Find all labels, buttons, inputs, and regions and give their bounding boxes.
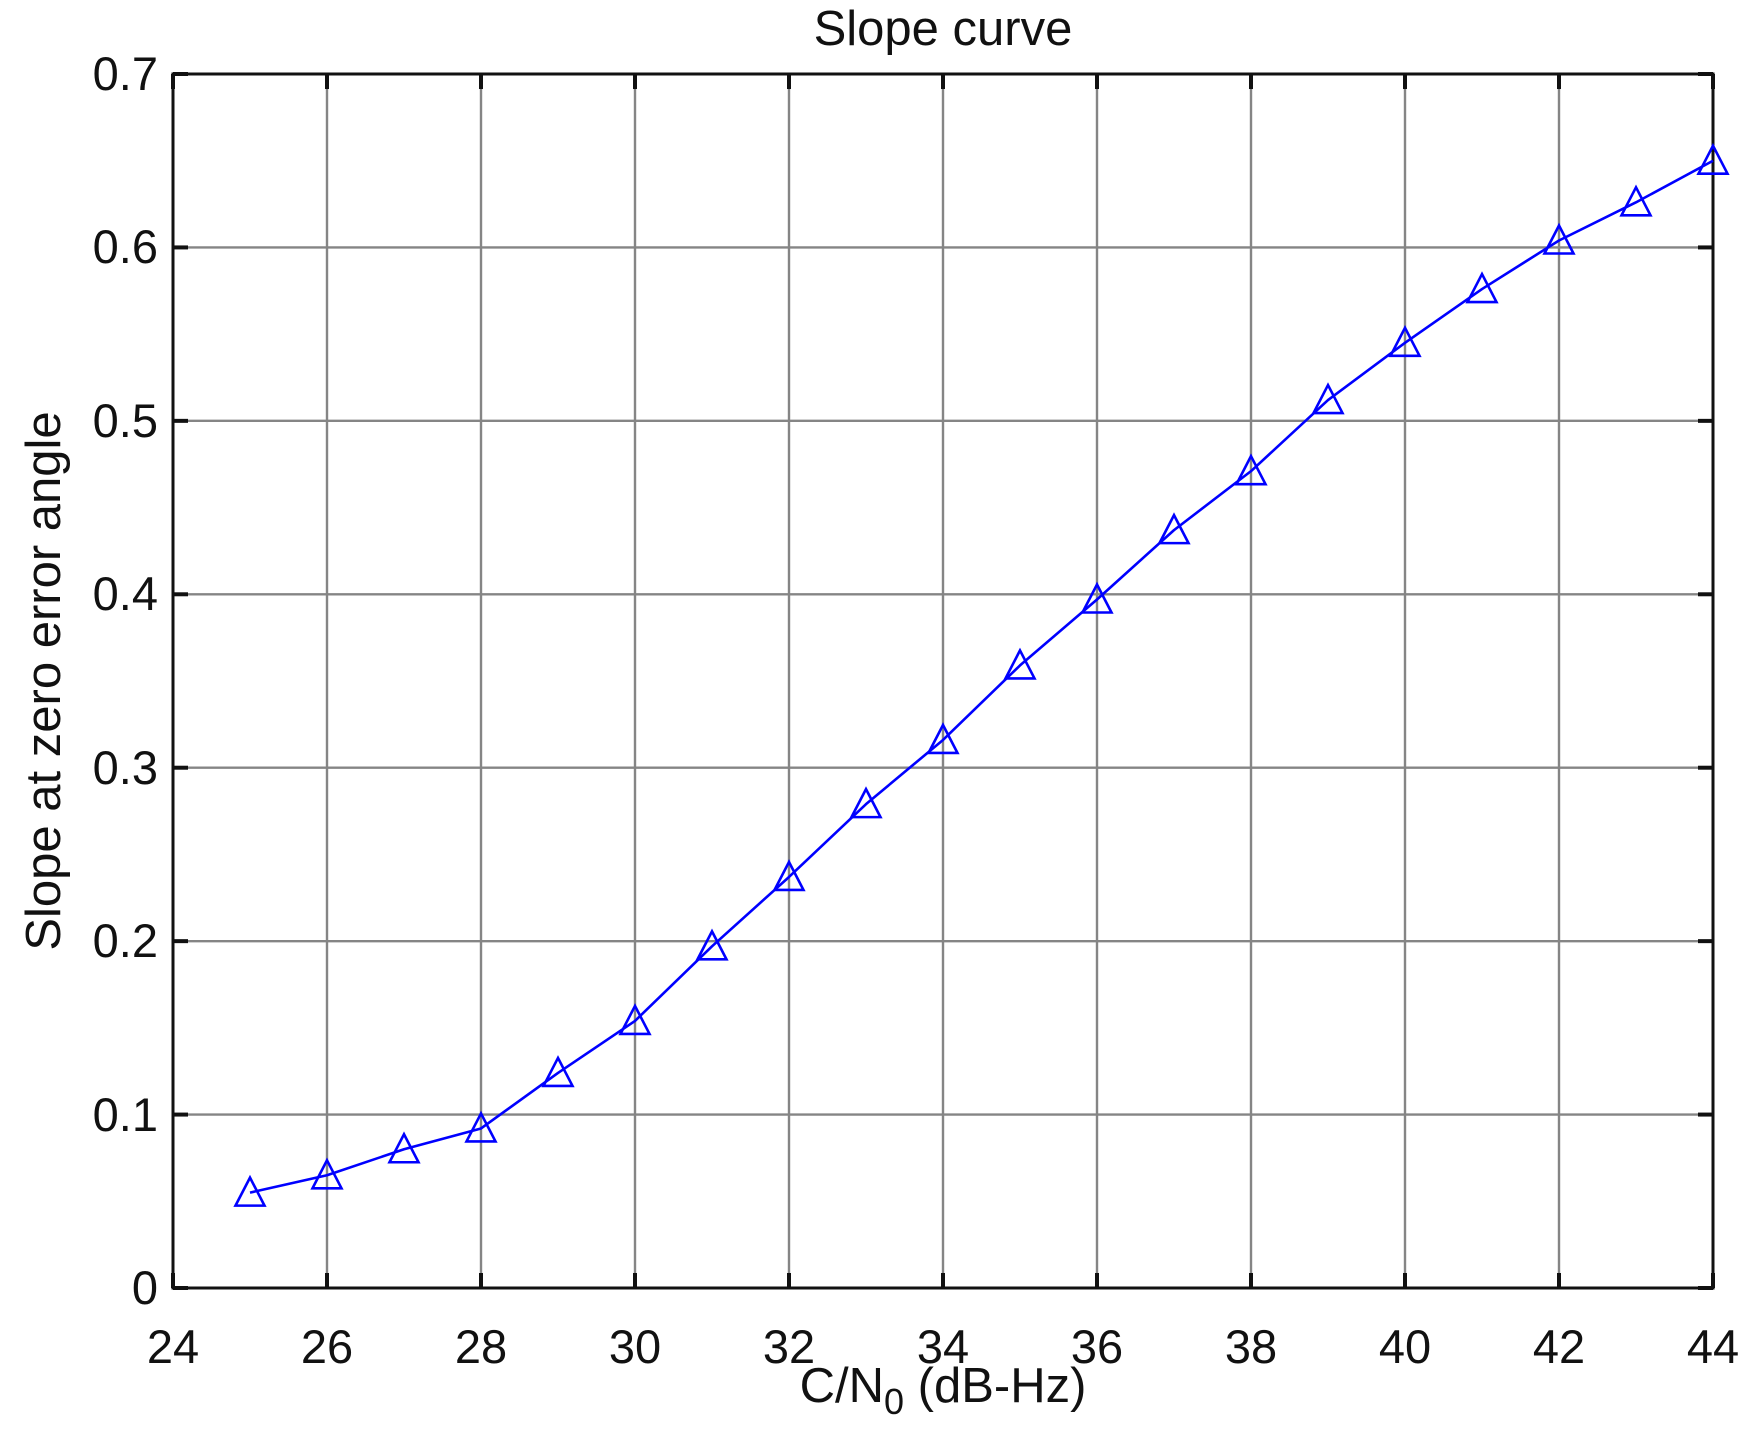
data-point-marker xyxy=(310,1157,344,1190)
x-tick-label: 40 xyxy=(1378,1320,1432,1373)
data-line xyxy=(249,159,1714,1194)
y-axis-label: Slope at zero error angle xyxy=(17,411,71,951)
data-point-marker xyxy=(233,1174,267,1207)
chart-title: Slope curve xyxy=(813,2,1073,56)
y-tick-label: 0 xyxy=(131,1261,158,1314)
x-tick-label: 38 xyxy=(1224,1320,1278,1373)
y-tick-label: 0.6 xyxy=(92,220,158,274)
y-tick-label: 0.3 xyxy=(92,740,158,794)
x-tick-label: 26 xyxy=(300,1320,354,1373)
y-tick-label: 0.1 xyxy=(92,1087,158,1141)
data-point-marker xyxy=(618,1003,652,1036)
y-tick-label: 0.4 xyxy=(92,567,158,621)
data-point-marker xyxy=(1080,581,1114,614)
data-point-marker xyxy=(1696,142,1730,176)
x-tick-label: 30 xyxy=(608,1320,662,1373)
x-tick-label: 34 xyxy=(916,1320,970,1373)
data-point-marker xyxy=(1157,512,1191,545)
x-axis-label-unit: (dB-Hz) xyxy=(904,1359,1087,1413)
data-point-marker xyxy=(849,786,883,819)
x-axis-label: C/N0 (dB-Hz) xyxy=(173,1358,1713,1422)
x-tick-label: 36 xyxy=(1070,1320,1124,1373)
data-point-marker xyxy=(695,928,729,961)
data-point-marker xyxy=(1234,453,1268,486)
x-tick-label: 24 xyxy=(146,1320,200,1373)
data-point-marker xyxy=(541,1055,575,1088)
data-point-marker xyxy=(1465,271,1499,304)
y-tick-label: 0.7 xyxy=(92,47,158,100)
y-tick-label: 0.5 xyxy=(92,393,158,447)
data-point-marker xyxy=(387,1131,421,1164)
data-point-marker xyxy=(772,859,806,892)
y-tick-label: 0.2 xyxy=(92,914,158,968)
x-axis-label-subscript: 0 xyxy=(883,1381,905,1422)
data-point-marker xyxy=(1388,324,1422,358)
data-point-marker xyxy=(1542,222,1576,255)
x-tick-label: 42 xyxy=(1532,1320,1586,1373)
x-tick-label: 32 xyxy=(762,1320,816,1373)
x-axis-label-main: C/N xyxy=(799,1359,884,1413)
data-point-marker xyxy=(464,1110,498,1143)
x-tick-label: 44 xyxy=(1686,1320,1740,1373)
data-point-marker xyxy=(1003,647,1037,680)
data-point-marker xyxy=(1311,382,1345,415)
x-tick-label: 28 xyxy=(454,1320,508,1373)
data-point-marker xyxy=(926,722,960,755)
data-point-marker xyxy=(1619,184,1653,217)
